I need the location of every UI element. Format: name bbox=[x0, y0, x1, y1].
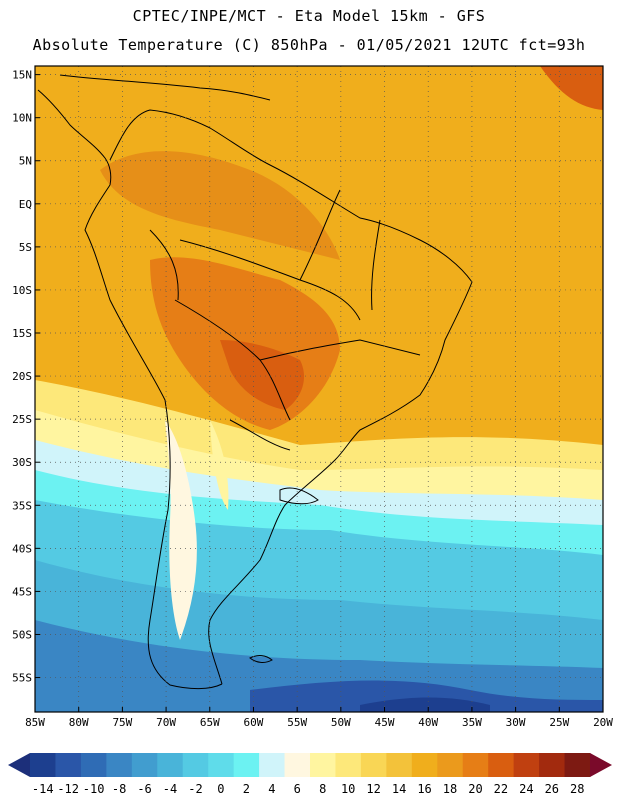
lon-tick-label: 40W bbox=[418, 716, 438, 729]
lon-tick-label: 70W bbox=[156, 716, 176, 729]
colorbar-label: 0 bbox=[217, 782, 224, 796]
colorbar-label: -6 bbox=[137, 782, 151, 796]
colorbar-label: -4 bbox=[163, 782, 177, 796]
colorbar-swatch bbox=[411, 753, 438, 777]
colorbar bbox=[8, 753, 612, 777]
colorbar-label: -10 bbox=[83, 782, 105, 796]
colorbar-label: 14 bbox=[392, 782, 406, 796]
colorbar-label: 8 bbox=[319, 782, 326, 796]
lon-tick-label: 50W bbox=[331, 716, 351, 729]
colorbar-swatch bbox=[310, 753, 336, 777]
colorbar-swatch bbox=[80, 753, 107, 777]
colorbar-swatch bbox=[513, 753, 540, 777]
colorbar-swatch bbox=[539, 753, 566, 777]
colorbar-label: 26 bbox=[545, 782, 559, 796]
longitude-tick-labels: 85W 80W 75W 70W 65W 60W 55W 50W 45W 40W 35W 30W 25W 2… bbox=[25, 707, 613, 729]
lon-tick-label: 80W bbox=[69, 716, 89, 729]
colorbar-label: 24 bbox=[519, 782, 533, 796]
lon-tick-label: 25W bbox=[549, 716, 569, 729]
chart-title: CPTEC/INPE/MCT - Eta Model 15km - GFS bbox=[132, 7, 486, 25]
lat-tick-label: 45S bbox=[12, 585, 32, 598]
colorbar-swatch bbox=[462, 753, 489, 777]
colorbar-label: -12 bbox=[57, 782, 79, 796]
colorbar-swatch bbox=[55, 753, 82, 777]
colorbar-label: -8 bbox=[112, 782, 126, 796]
latitude-tick-labels: 15N 10N 5N EQ 5S 10S 15S 20S 25S 30S 35S 40S 45S 50S 5… bbox=[12, 69, 40, 685]
colorbar-swatch bbox=[157, 753, 184, 777]
colorbar-swatch bbox=[437, 753, 464, 777]
colorbar-label: 28 bbox=[570, 782, 584, 796]
lat-tick-label: 30S bbox=[12, 456, 32, 469]
colorbar-swatch bbox=[233, 753, 260, 777]
lat-tick-label: EQ bbox=[19, 198, 32, 211]
colorbar-swatch bbox=[30, 753, 56, 777]
lon-tick-label: 60W bbox=[244, 716, 264, 729]
lat-tick-label: 55S bbox=[12, 672, 32, 685]
lon-tick-label: 45W bbox=[375, 716, 395, 729]
lat-tick-label: 10S bbox=[12, 284, 32, 297]
colorbar-label: 4 bbox=[268, 782, 275, 796]
colorbar-label: 12 bbox=[366, 782, 380, 796]
colorbar-swatch bbox=[284, 753, 311, 777]
lon-tick-label: 85W bbox=[25, 716, 45, 729]
colorbar-swatch bbox=[182, 753, 209, 777]
colorbar-swatch bbox=[564, 753, 591, 777]
colorbar-swatch bbox=[488, 753, 515, 777]
colorbar-labels: -14 -12 -10 -8 -6 -4 -2 0 2 4 6 8 10 12 14 16 18 20 22 24 26… bbox=[32, 782, 585, 796]
colorbar-right-arrow bbox=[590, 753, 612, 777]
colorbar-label: 18 bbox=[443, 782, 457, 796]
colorbar-label: -14 bbox=[32, 782, 54, 796]
colorbar-label: 20 bbox=[468, 782, 482, 796]
lat-tick-label: 15S bbox=[12, 327, 32, 340]
lon-tick-label: 30W bbox=[506, 716, 526, 729]
colorbar-label: 2 bbox=[243, 782, 250, 796]
lat-tick-label: 20S bbox=[12, 370, 32, 383]
lon-tick-label: 65W bbox=[200, 716, 220, 729]
chart-subtitle: Absolute Temperature (C) 850hPa - 01/05/… bbox=[32, 36, 586, 54]
colorbar-label: 16 bbox=[417, 782, 431, 796]
lat-tick-label: 10N bbox=[12, 112, 32, 125]
colorbar-swatch bbox=[335, 753, 362, 777]
colorbar-swatch bbox=[259, 753, 286, 777]
lat-tick-label: 50S bbox=[12, 628, 32, 641]
colorbar-left-arrow bbox=[8, 753, 30, 777]
map-border bbox=[34, 65, 604, 713]
lon-tick-label: 35W bbox=[462, 716, 482, 729]
lat-tick-label: 5S bbox=[19, 241, 32, 254]
colorbar-swatch bbox=[360, 753, 387, 777]
lat-tick-label: 35S bbox=[12, 499, 32, 512]
colorbar-swatch bbox=[386, 753, 413, 777]
lat-tick-label: 15N bbox=[12, 69, 32, 82]
map-field bbox=[35, 66, 603, 712]
lat-tick-label: 40S bbox=[12, 542, 32, 555]
colorbar-swatch bbox=[131, 753, 158, 777]
lon-tick-label: 55W bbox=[287, 716, 307, 729]
colorbar-label: 22 bbox=[494, 782, 508, 796]
coastlines bbox=[37, 74, 473, 690]
lon-tick-label: 75W bbox=[112, 716, 132, 729]
colorbar-label: -2 bbox=[188, 782, 202, 796]
colorbar-label: 10 bbox=[341, 782, 355, 796]
colorbar-swatch bbox=[106, 753, 133, 777]
lat-tick-label: 5N bbox=[19, 155, 32, 168]
colorbar-swatch bbox=[208, 753, 235, 777]
colorbar-label: 6 bbox=[294, 782, 301, 796]
lat-tick-label: 25S bbox=[12, 413, 32, 426]
lon-tick-label: 20W bbox=[593, 716, 613, 729]
